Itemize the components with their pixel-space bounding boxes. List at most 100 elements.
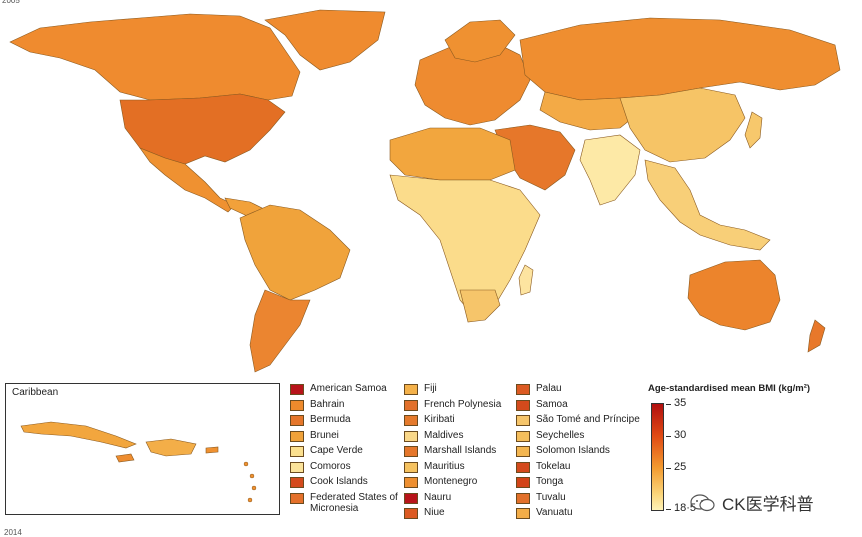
legend-item: Nauru	[404, 492, 501, 508]
legend-item: Tokelau	[516, 461, 640, 477]
legend-label: Kiribati	[424, 414, 455, 425]
legend-swatch	[404, 384, 418, 395]
watermark: CK医学科普	[690, 490, 814, 515]
legend-item: Kiribati	[404, 414, 501, 430]
legend-label: Niue	[424, 507, 445, 518]
legend-label: Fiji	[424, 383, 437, 394]
map-scandinavia	[444, 19, 516, 63]
legend-item: French Polynesia	[404, 399, 501, 415]
legend-item: Maldives	[404, 430, 501, 446]
map-southeast-asia	[644, 159, 771, 251]
map-southern-africa	[459, 289, 501, 323]
legend-item: American Samoa	[290, 383, 402, 399]
legend-label: Cape Verde	[310, 445, 363, 456]
color-scale-bar	[651, 403, 664, 511]
scale-tick-label: 25	[674, 461, 687, 473]
scale-tick	[666, 404, 671, 405]
legend-item: Comoros	[290, 461, 402, 477]
legend-swatch	[290, 415, 304, 426]
legend-swatch	[516, 492, 530, 504]
legend-swatch	[404, 492, 418, 504]
map-south-america-north	[239, 204, 351, 301]
legend-swatch	[516, 461, 530, 473]
map-argentina	[249, 289, 311, 373]
year-label-top: 2005	[2, 0, 20, 5]
inset-title: Caribbean	[12, 387, 59, 398]
scale-tick	[666, 436, 671, 437]
legend-swatch	[404, 399, 418, 411]
map-north-africa	[389, 127, 516, 181]
map-lesser-antilles-3	[251, 485, 257, 491]
caribbean-inset: Caribbean	[5, 383, 280, 515]
legend-swatch	[290, 461, 304, 473]
legend-swatch	[290, 477, 304, 488]
legend-label: Bermuda	[310, 414, 351, 425]
legend-label: Tuvalu	[536, 491, 566, 503]
legend-label: French Polynesia	[424, 398, 502, 410]
map-cuba	[20, 421, 137, 449]
wechat-icon	[690, 493, 715, 511]
legend-label: Federated States of Micronesia	[310, 491, 398, 514]
legend-item: Brunei	[290, 430, 402, 446]
scale-tick-label: 35	[674, 397, 687, 409]
scale-tick	[666, 468, 671, 469]
legend-item: Seychelles	[516, 430, 640, 446]
map-china	[619, 87, 746, 163]
legend-label: Bahrain	[310, 398, 345, 410]
map-jamaica	[115, 453, 135, 463]
legend-swatch	[516, 415, 530, 426]
watermark-text: CK医学科普	[722, 495, 814, 514]
year-label-bottom: 2014	[4, 528, 22, 537]
legend-swatch	[404, 508, 418, 519]
legend-swatch	[290, 384, 304, 395]
map-india	[579, 134, 641, 206]
legend-item: Bahrain	[290, 399, 402, 415]
map-new-zealand	[807, 319, 826, 353]
map-central-asia	[539, 91, 641, 131]
legend-item: Palau	[516, 383, 640, 399]
legend-item: Tonga	[516, 476, 640, 492]
legend-label: São Tomé and Príncipe	[536, 414, 640, 425]
legend-label: Mauritius	[424, 460, 465, 472]
legend-label: Brunei	[310, 429, 339, 441]
legend-label: Solomon Islands	[536, 445, 610, 456]
legend-swatch	[290, 446, 304, 457]
legend-column-3: Palau Samoa São Tomé and Príncipe Seychelle…	[516, 383, 640, 523]
world-map	[9, 9, 841, 373]
legend-swatch	[516, 477, 530, 488]
map-puerto-rico	[205, 446, 219, 454]
legend-swatch	[290, 492, 304, 504]
legend-item: Niue	[404, 507, 501, 523]
map-canada	[9, 13, 301, 101]
legend-item: Cook Islands	[290, 476, 402, 492]
scale-tick-label: 30	[674, 429, 687, 441]
scale-title: Age-standardised mean BMI (kg/m²)	[648, 383, 811, 394]
legend-item: São Tomé and Príncipe	[516, 414, 640, 430]
caribbean-map	[20, 421, 257, 503]
legend-swatch	[404, 430, 418, 442]
legend-item: Tuvalu	[516, 492, 640, 508]
legend-swatch	[290, 430, 304, 442]
legend-label: Tokelau	[536, 460, 571, 472]
map-lesser-antilles-2	[249, 473, 255, 479]
legend-label: Palau	[536, 383, 562, 394]
map-greenland	[264, 9, 386, 71]
legend-label: Marshall Islands	[424, 445, 497, 456]
legend-item: Samoa	[516, 399, 640, 415]
legend-column-2: Fiji French Polynesia Kiribati Maldives Mars…	[404, 383, 501, 523]
legend-item: Bermuda	[290, 414, 402, 430]
legend-item: Solomon Islands	[516, 445, 640, 461]
legend-swatch	[404, 415, 418, 426]
legend-label: Seychelles	[536, 429, 585, 441]
legend-label: Tonga	[536, 476, 564, 487]
legend-label: American Samoa	[310, 383, 387, 394]
legend-label: Samoa	[536, 398, 568, 410]
legend-swatch	[290, 399, 304, 411]
scale-tick	[666, 509, 671, 510]
scale-tick-label: 18·5	[674, 502, 697, 514]
legend-swatch	[516, 508, 530, 519]
legend-swatch	[516, 446, 530, 457]
legend-label: Cook Islands	[310, 476, 368, 487]
legend-swatch	[404, 477, 418, 488]
map-hispaniola	[145, 438, 197, 457]
